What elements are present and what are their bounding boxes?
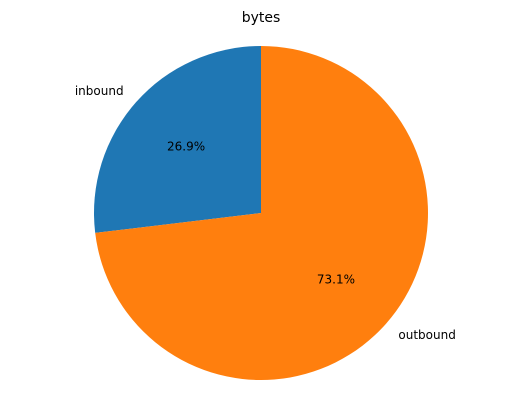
slice-label-outbound: outbound — [398, 328, 455, 342]
slice-percent-outbound: 73.1% — [317, 272, 355, 286]
pie-slice-outbound — [95, 46, 429, 380]
pie-slice-inbound — [94, 46, 261, 233]
slice-label-inbound: inbound — [75, 84, 124, 98]
chart-title: bytes — [242, 10, 281, 26]
pie-labels: inbound 26.9% outbound 73.1% — [75, 84, 456, 342]
pie-slices — [94, 46, 429, 380]
slice-percent-inbound: 26.9% — [167, 140, 205, 154]
